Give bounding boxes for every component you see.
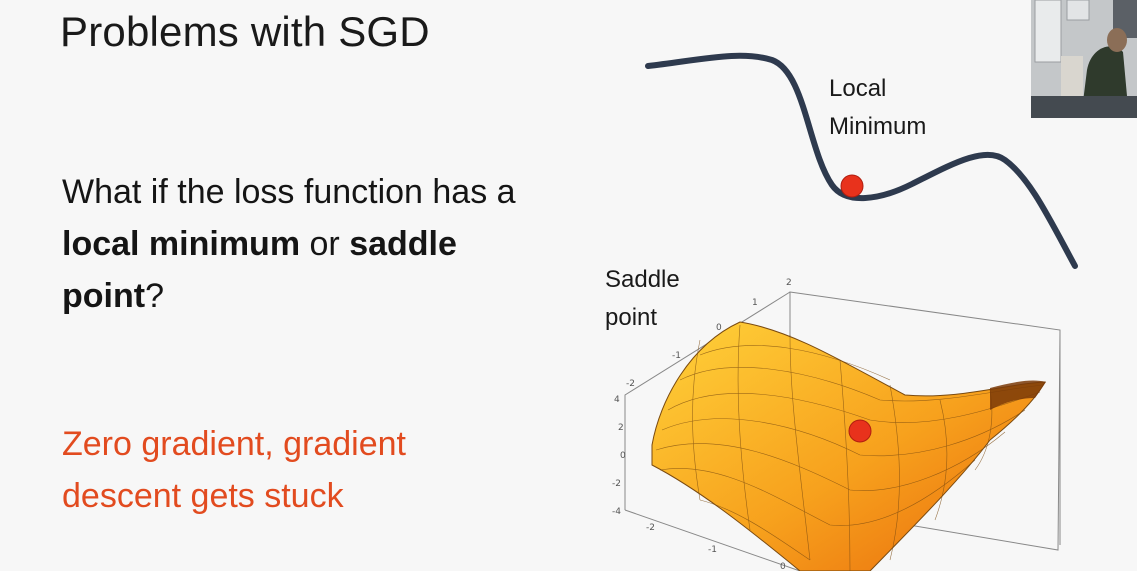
saddle-surface-plot: 4 2 0 -2 -4 2 1 0 -1 -2 -2 -1 0	[600, 260, 1070, 571]
presenter-webcam	[1031, 0, 1137, 118]
tick-b-0: 0	[716, 323, 722, 333]
tick-b-2: 2	[786, 278, 792, 288]
tick-b-1: 1	[752, 298, 758, 308]
saddle-point-marker	[849, 420, 871, 442]
local-minimum-marker	[841, 175, 863, 197]
answer-text: Zero gradient, gradient descent gets stu…	[62, 418, 522, 522]
tick-v-neg2: -2	[612, 479, 621, 489]
tick-v-2: 2	[618, 423, 624, 433]
vertical-axis-ticks: 4 2 0 -2 -4	[612, 395, 626, 517]
tick-f-0: 0	[780, 562, 786, 571]
local-minimum-label: Local Minimum	[829, 70, 959, 146]
tick-v-neg4: -4	[612, 507, 621, 517]
tick-f-neg1: -1	[708, 545, 717, 555]
tick-v-4: 4	[614, 395, 620, 405]
webcam-scene	[1031, 0, 1137, 118]
tick-f-neg2: -2	[646, 523, 655, 533]
local-minimum-curve	[0, 0, 1137, 300]
tick-b-neg1: -1	[672, 351, 681, 361]
tick-b-neg2: -2	[626, 379, 635, 389]
tick-v-0: 0	[620, 451, 626, 461]
